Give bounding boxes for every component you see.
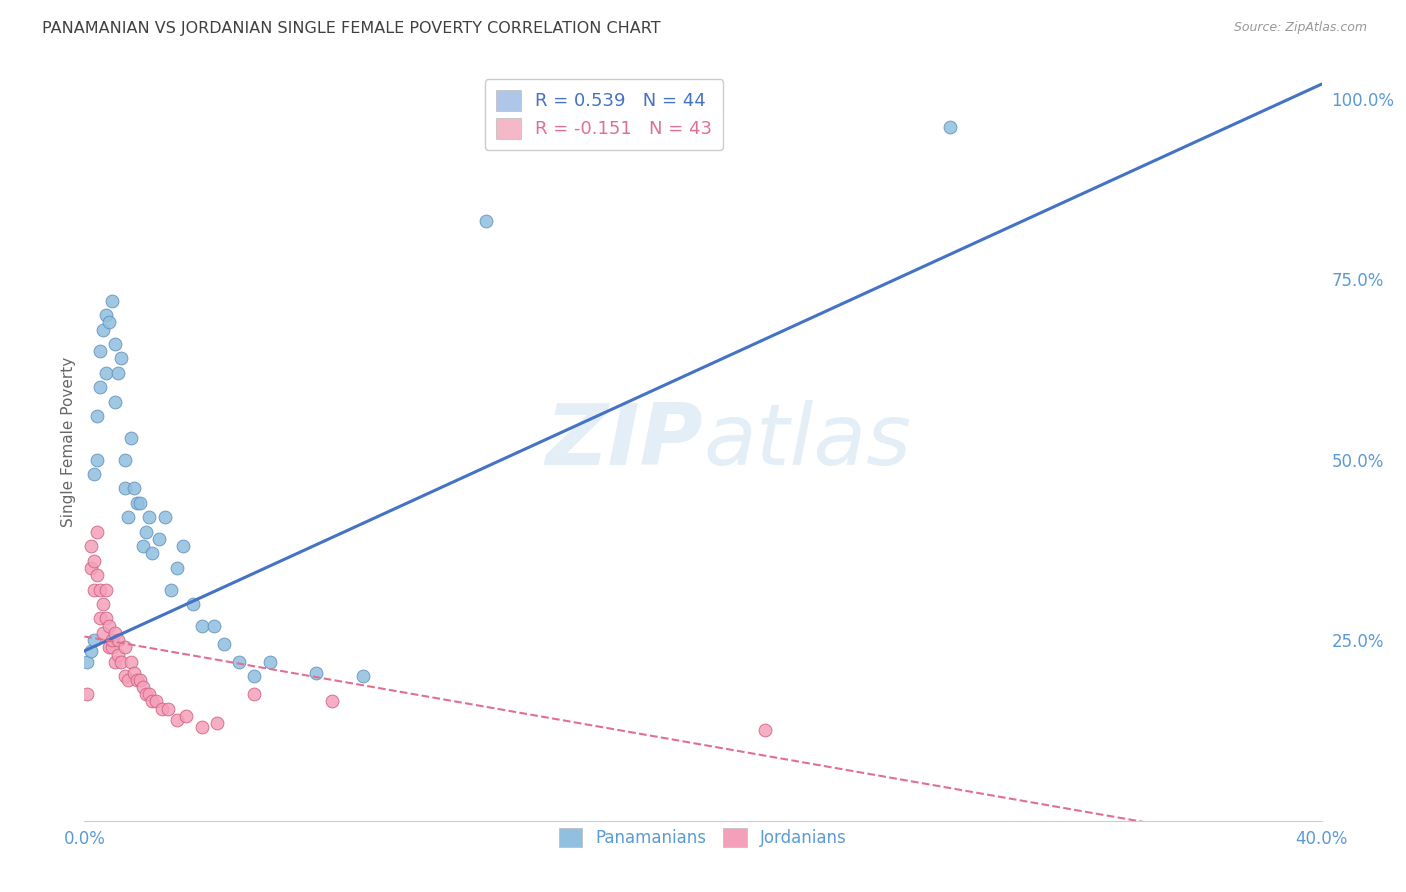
Point (104, 626, 127, 640)
Point (138, 687, 160, 701)
Point (104, 337, 127, 351)
Point (89, 582, 111, 597)
Point (176, 709, 198, 723)
Point (207, 716, 229, 731)
Point (110, 351, 132, 366)
Point (141, 694, 163, 708)
Point (125, 496, 148, 510)
Point (132, 539, 155, 553)
Legend: Panamanians, Jordanians: Panamanians, Jordanians (553, 822, 853, 854)
Text: atlas: atlas (703, 400, 911, 483)
Point (259, 655, 281, 669)
Point (107, 648, 129, 662)
Point (148, 532, 170, 546)
Point (86, 524, 108, 539)
Point (110, 655, 132, 669)
Point (79, 539, 101, 553)
Point (83, 633, 105, 648)
Point (754, 723, 776, 738)
Point (160, 582, 183, 597)
Point (94, 308, 117, 322)
Point (181, 597, 204, 611)
Point (243, 669, 266, 683)
Point (166, 561, 188, 575)
Point (79, 561, 101, 575)
Point (135, 524, 157, 539)
Point (129, 673, 152, 687)
Point (122, 482, 145, 496)
Point (120, 655, 142, 669)
Point (98, 315, 121, 329)
Point (89, 344, 111, 359)
Text: Source: ZipAtlas.com: Source: ZipAtlas.com (1233, 21, 1367, 34)
Point (125, 673, 148, 687)
Point (79, 644, 101, 658)
Point (352, 669, 374, 683)
Point (83, 554, 105, 568)
Point (107, 366, 129, 380)
Point (76, 655, 98, 669)
Point (228, 655, 250, 669)
Point (117, 673, 139, 687)
Text: PANAMANIAN VS JORDANIAN SINGLE FEMALE POVERTY CORRELATION CHART: PANAMANIAN VS JORDANIAN SINGLE FEMALE PO… (42, 21, 661, 36)
Point (89, 380, 111, 394)
Point (145, 694, 167, 708)
Point (83, 467, 105, 481)
Point (305, 665, 328, 680)
Point (86, 568, 108, 582)
Point (94, 366, 117, 380)
Point (104, 655, 127, 669)
Point (172, 539, 194, 553)
Point (76, 687, 98, 701)
Point (114, 669, 136, 683)
Point (83, 582, 105, 597)
Point (107, 633, 129, 648)
Point (114, 640, 136, 655)
Point (141, 546, 163, 560)
Point (89, 611, 111, 625)
Point (166, 713, 188, 727)
Point (475, 214, 498, 228)
Point (150, 702, 173, 716)
Point (86, 409, 108, 424)
Point (98, 618, 121, 632)
Text: ZIP: ZIP (546, 400, 703, 483)
Point (129, 496, 152, 510)
Point (98, 640, 121, 655)
Point (117, 510, 139, 524)
Point (212, 637, 235, 651)
Point (101, 293, 124, 308)
Point (101, 640, 124, 655)
Point (91, 597, 114, 611)
Point (321, 694, 343, 708)
Point (191, 720, 214, 734)
Point (156, 702, 179, 716)
Point (91, 626, 114, 640)
Point (94, 582, 117, 597)
Point (91, 323, 114, 337)
Point (101, 633, 124, 648)
Point (191, 618, 214, 632)
Point (202, 618, 225, 632)
Point (94, 611, 117, 625)
Point (120, 431, 142, 445)
Point (135, 687, 157, 701)
Point (86, 452, 108, 467)
Point (114, 452, 136, 467)
Point (122, 665, 145, 680)
Point (104, 394, 127, 409)
Point (114, 482, 136, 496)
Point (138, 510, 160, 524)
Point (132, 680, 155, 694)
Point (243, 687, 266, 701)
Point (153, 510, 176, 524)
Y-axis label: Single Female Poverty: Single Female Poverty (60, 357, 76, 526)
Point (939, 120, 962, 135)
